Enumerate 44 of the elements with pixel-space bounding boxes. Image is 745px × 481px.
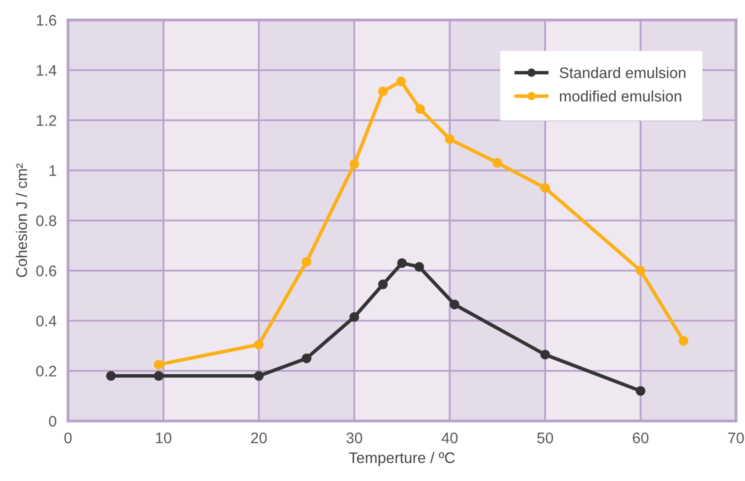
legend-label: modified emulsion	[560, 90, 682, 102]
y-tick-label: 1.2	[36, 115, 56, 126]
point	[450, 300, 460, 310]
point	[302, 256, 312, 267]
point	[349, 312, 360, 322]
y-tick-label: 0.8	[36, 215, 56, 226]
legend-label: Standard emulsion	[560, 66, 686, 78]
y-tick-label: 1.6	[36, 14, 56, 26]
x-tick-label: 50	[537, 432, 554, 444]
point	[678, 336, 688, 346]
point	[414, 262, 424, 272]
x-tick-label: 20	[251, 432, 267, 444]
y-tick-label: 0	[48, 416, 56, 427]
point	[349, 159, 360, 169]
point	[397, 258, 407, 268]
x-tick-label: 70	[728, 432, 744, 444]
point	[254, 340, 264, 350]
point	[106, 371, 116, 381]
y-axis-title: Cohesion J / cm²	[16, 163, 28, 278]
x-tick-label: 30	[346, 432, 362, 444]
point	[540, 183, 550, 193]
x-tick-label: 40	[442, 432, 458, 444]
y-tick-label: 0.4	[36, 316, 56, 326]
y-tick-label: 1	[50, 165, 56, 176]
point	[302, 353, 312, 364]
point	[378, 86, 388, 96]
point	[492, 158, 502, 168]
point	[636, 386, 646, 396]
point	[636, 266, 646, 276]
y-tick-label: 1.4	[36, 65, 56, 76]
point	[396, 76, 406, 86]
x-tick-label: 10	[156, 432, 172, 444]
y-tick-label: 0.6	[36, 265, 56, 276]
point	[378, 280, 388, 290]
point	[154, 360, 164, 370]
point	[154, 371, 164, 381]
x-tick-label: 60	[632, 432, 648, 444]
point	[540, 350, 550, 360]
point	[444, 134, 455, 144]
y-tick-label: 0.2	[36, 366, 56, 377]
point	[415, 104, 425, 114]
x-tick-label: 0	[64, 432, 72, 444]
x-axis-title: Temperture / ºC	[349, 452, 455, 466]
point	[254, 371, 264, 381]
